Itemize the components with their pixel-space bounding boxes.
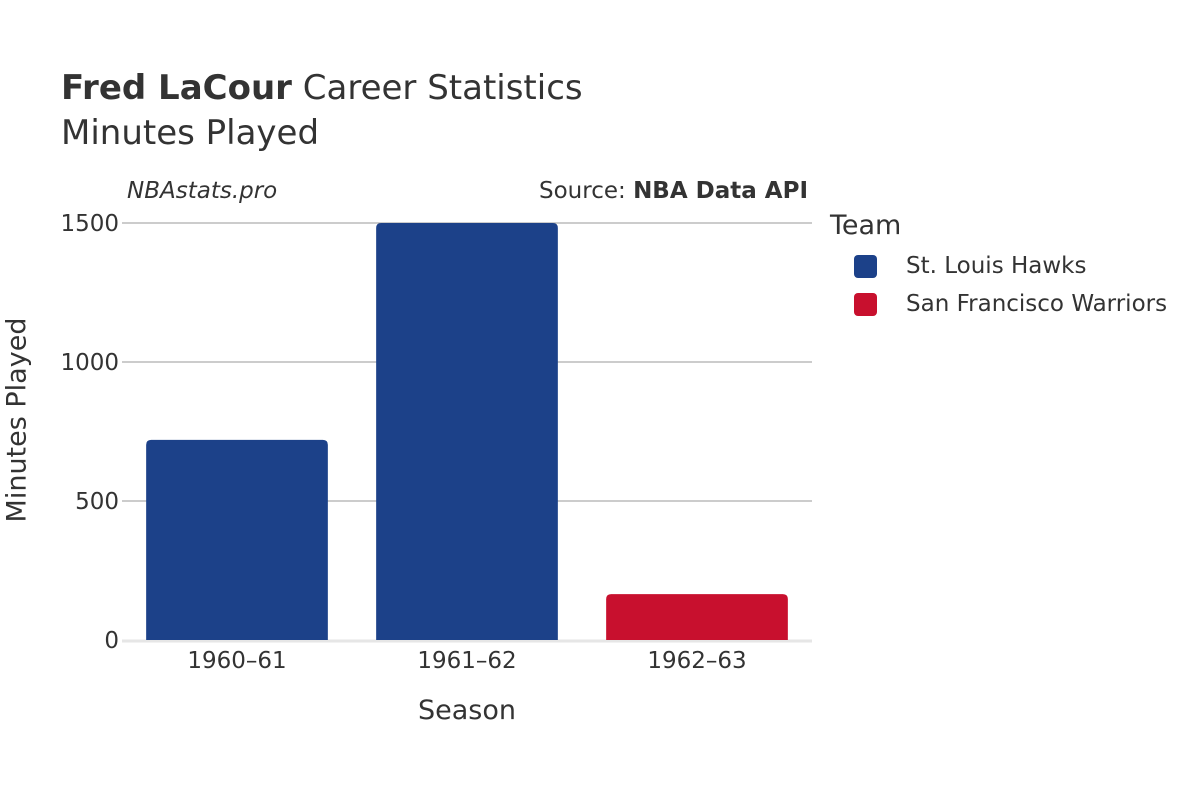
y-tick-label: 1000 <box>60 350 119 376</box>
legend-title: Team <box>830 210 902 241</box>
watermark: NBAstats.pro <box>127 178 278 204</box>
x-axis-label: Season <box>418 695 516 726</box>
player-name: Fred LaCour <box>61 68 292 108</box>
legend-swatch-hawks <box>854 254 877 278</box>
legend-label: St. Louis Hawks <box>906 253 1087 279</box>
y-tick-label: 500 <box>75 489 119 515</box>
legend-item-san-francisco-warriors[interactable]: San Francisco Warriors <box>854 291 1167 317</box>
x-tick-label: 1960–61 <box>187 648 286 674</box>
legend-swatch-warriors <box>854 292 877 316</box>
title-rest: Career Statistics <box>302 68 583 108</box>
y-tick-label: 1500 <box>60 211 119 237</box>
legend-label: San Francisco Warriors <box>906 291 1168 317</box>
chart-title: Fred LaCour Career Statistics <box>61 68 583 108</box>
y-axis-label: Minutes Played <box>1 317 33 523</box>
bar-1961–62 <box>376 223 558 640</box>
source-prefix: Source: <box>539 178 634 204</box>
legend-item-st-louis-hawks[interactable]: St. Louis Hawks <box>854 253 1087 279</box>
x-tick-label: 1962–63 <box>647 648 746 674</box>
bar-1962–63 <box>606 594 788 640</box>
x-tick-label: 1961–62 <box>417 648 516 674</box>
source-credit: Source: NBA Data API <box>539 178 808 204</box>
chart-subtitle: Minutes Played <box>61 113 320 153</box>
y-tick-label: 0 <box>104 628 119 654</box>
bar-1960–61 <box>146 439 328 640</box>
source-name: NBA Data API <box>633 178 808 204</box>
